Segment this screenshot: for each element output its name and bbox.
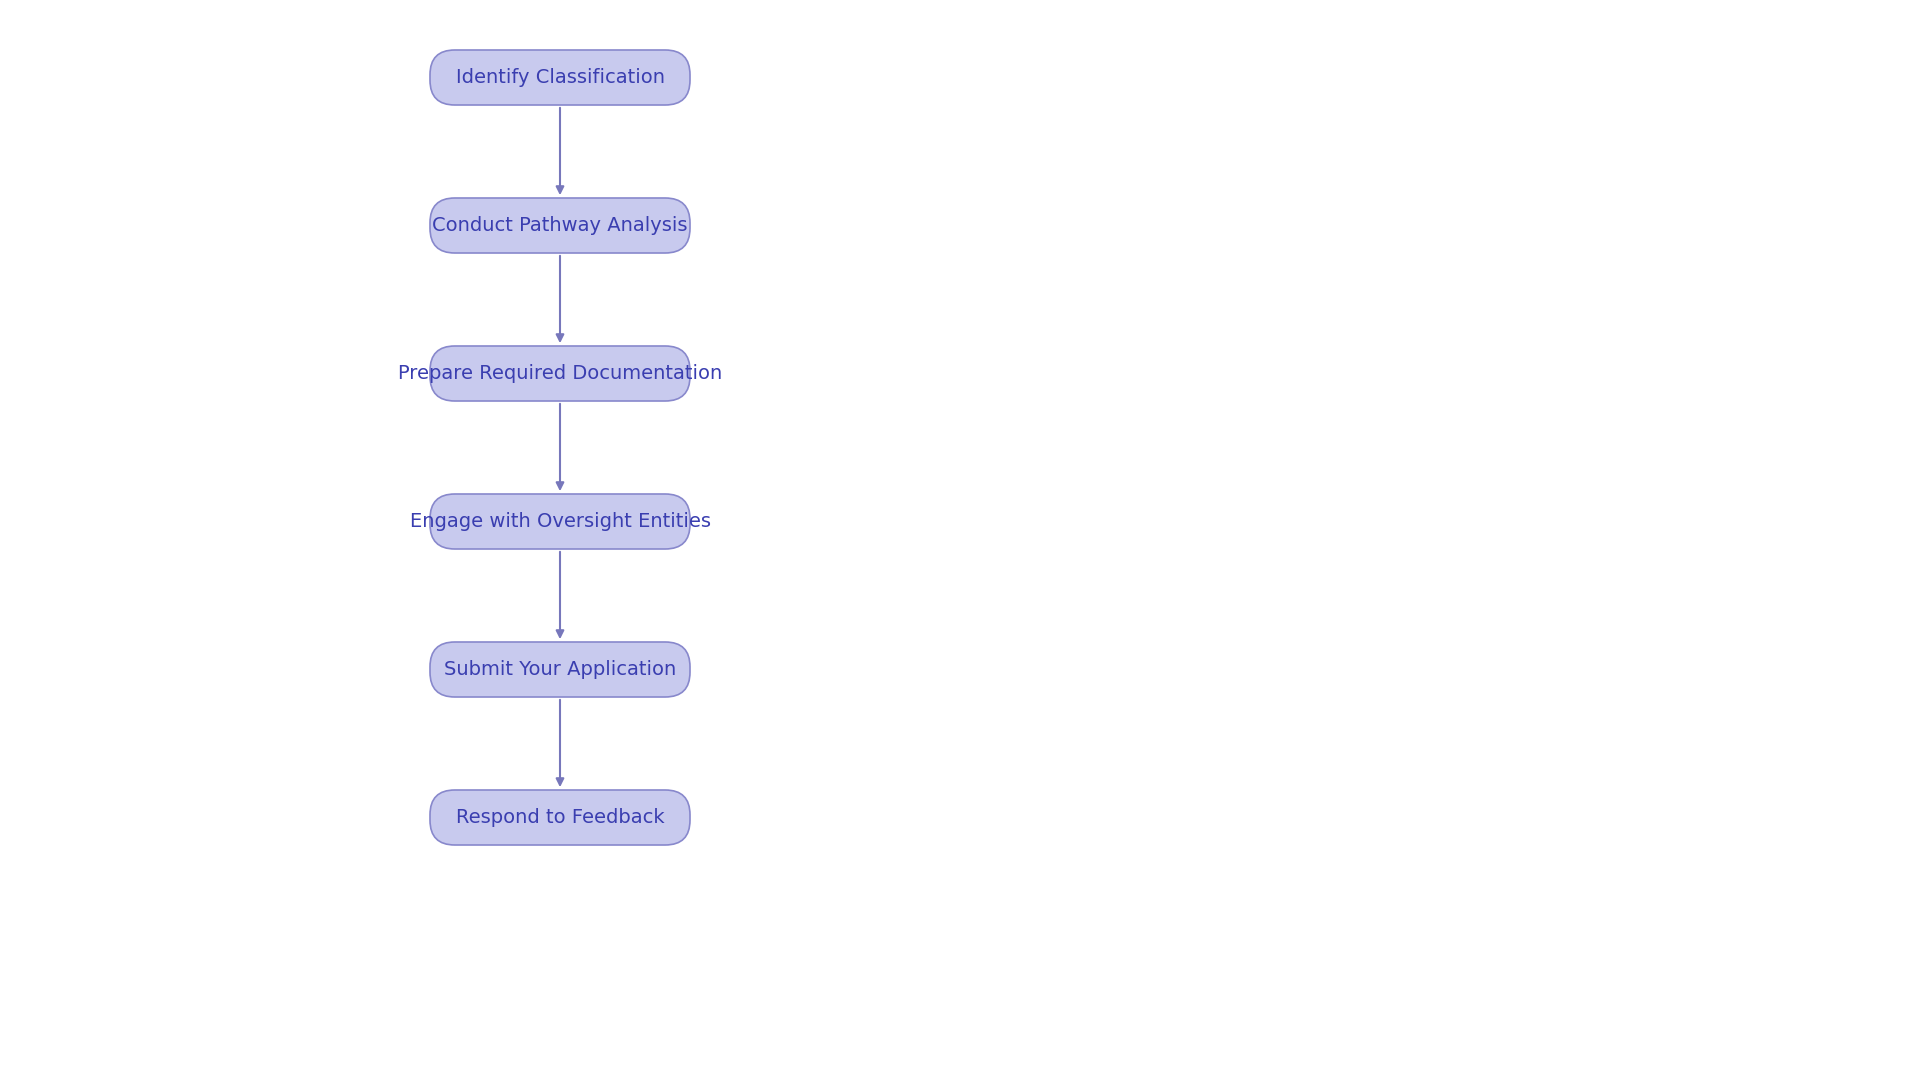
FancyBboxPatch shape — [430, 494, 689, 549]
Text: Respond to Feedback: Respond to Feedback — [455, 808, 664, 827]
Text: Conduct Pathway Analysis: Conduct Pathway Analysis — [432, 216, 687, 235]
Text: Engage with Oversight Entities: Engage with Oversight Entities — [409, 512, 710, 531]
Text: Prepare Required Documentation: Prepare Required Documentation — [397, 364, 722, 383]
FancyBboxPatch shape — [430, 642, 689, 697]
FancyBboxPatch shape — [430, 790, 689, 845]
FancyBboxPatch shape — [430, 198, 689, 253]
FancyBboxPatch shape — [430, 345, 689, 401]
Text: Submit Your Application: Submit Your Application — [444, 660, 676, 679]
Text: Identify Classification: Identify Classification — [455, 68, 664, 87]
FancyBboxPatch shape — [430, 50, 689, 105]
